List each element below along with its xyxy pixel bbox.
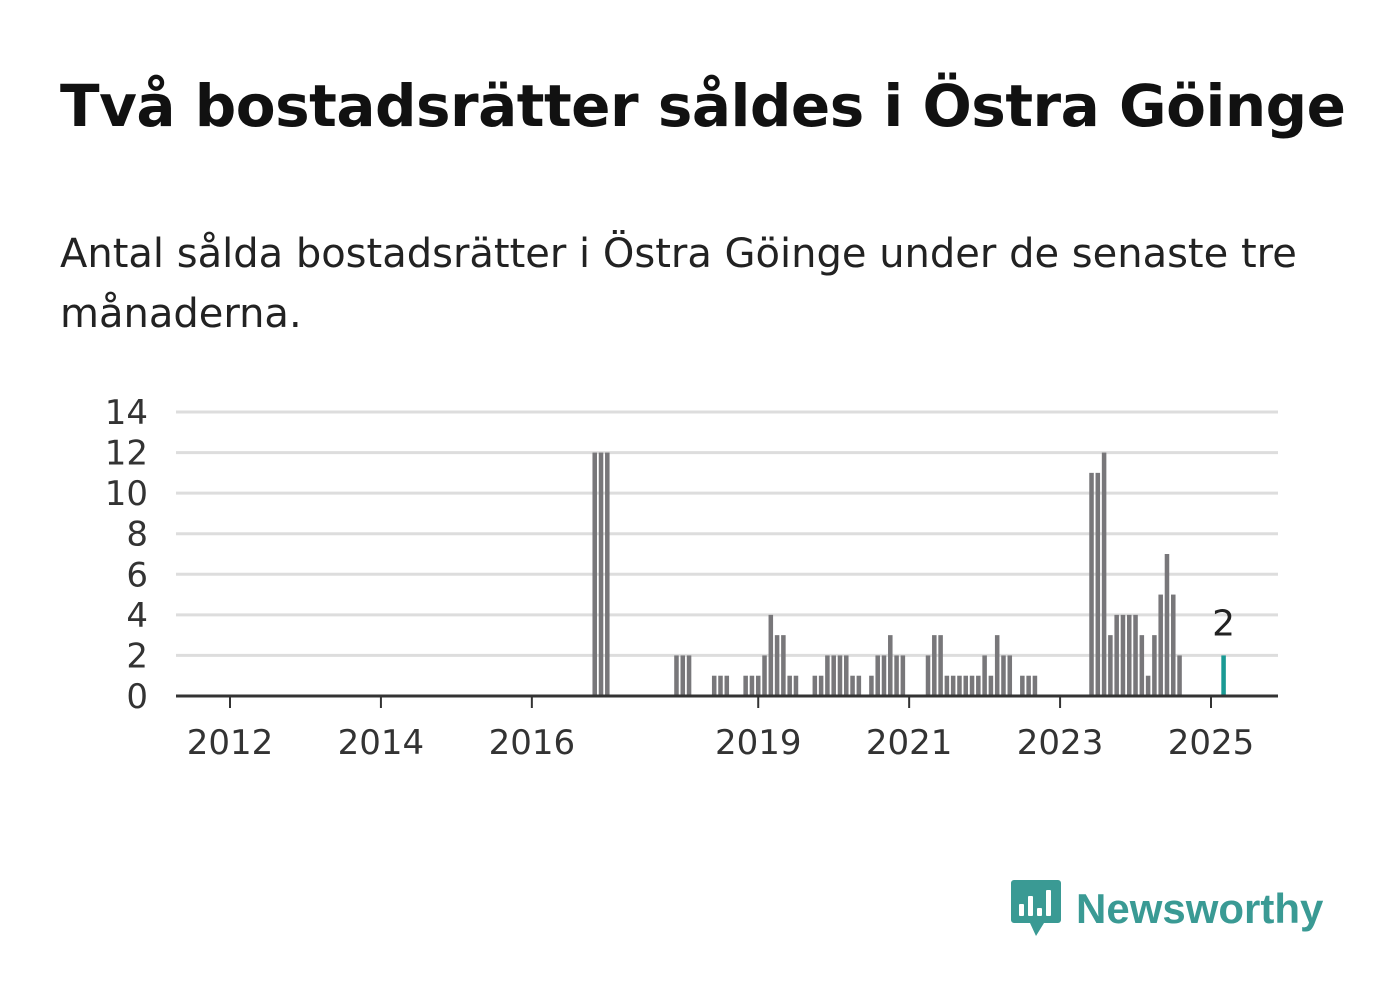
bar bbox=[831, 655, 836, 696]
bar bbox=[1001, 655, 1006, 696]
bar bbox=[743, 675, 748, 696]
bar bbox=[1171, 594, 1176, 696]
bar bbox=[762, 655, 767, 696]
x-axis-ticks: 2012 2014 2016 2019 2021 2023 2025 bbox=[187, 696, 1255, 763]
x-tick-label: 2014 bbox=[338, 723, 425, 763]
y-tick-label: 12 bbox=[105, 434, 148, 474]
y-tick-label: 6 bbox=[126, 555, 148, 595]
bar bbox=[793, 675, 799, 696]
bar bbox=[894, 655, 899, 696]
bar bbox=[605, 452, 610, 696]
x-tick-label: 2021 bbox=[866, 723, 953, 763]
bar bbox=[1114, 614, 1119, 696]
y-tick-label: 2 bbox=[126, 636, 148, 676]
bar bbox=[1139, 635, 1145, 696]
bar bbox=[1177, 655, 1182, 696]
bar bbox=[938, 635, 943, 696]
bar bbox=[718, 675, 723, 696]
bar bbox=[944, 675, 950, 696]
bar bbox=[881, 655, 887, 696]
y-tick-label: 14 bbox=[105, 393, 148, 433]
bar bbox=[749, 675, 755, 696]
newsworthy-logo: Newsworthy bbox=[1010, 878, 1323, 940]
bar bbox=[774, 635, 780, 696]
y-tick-label: 0 bbox=[126, 677, 148, 717]
bar bbox=[1126, 614, 1132, 696]
bar bbox=[963, 675, 969, 696]
bar bbox=[925, 655, 931, 696]
y-tick-label: 4 bbox=[126, 596, 148, 636]
bar bbox=[1152, 635, 1157, 696]
bar bbox=[592, 452, 597, 696]
x-tick-label: 2019 bbox=[715, 723, 802, 763]
bars bbox=[592, 452, 1226, 696]
bar bbox=[1032, 675, 1038, 696]
bar bbox=[755, 675, 761, 696]
bar bbox=[994, 635, 1000, 696]
bar bbox=[950, 675, 956, 696]
bar bbox=[680, 655, 686, 696]
bar bbox=[982, 655, 987, 696]
bar bbox=[1089, 472, 1094, 696]
x-tick-label: 2023 bbox=[1017, 723, 1104, 763]
bar bbox=[787, 675, 792, 696]
bar bbox=[1120, 614, 1126, 696]
y-tick-label: 10 bbox=[105, 474, 148, 514]
bar bbox=[781, 635, 786, 696]
x-tick-label: 2025 bbox=[1168, 723, 1255, 763]
bar bbox=[1007, 655, 1013, 696]
chart-title: Två bostadsrätter såldes i Östra Göinge bbox=[60, 72, 1346, 140]
bar bbox=[1145, 675, 1151, 696]
bar bbox=[724, 675, 730, 696]
bar bbox=[1164, 554, 1170, 696]
bar bbox=[869, 675, 874, 696]
bar bbox=[988, 675, 994, 696]
bar bbox=[1158, 594, 1163, 696]
bar bbox=[825, 655, 830, 696]
bar bbox=[1026, 675, 1031, 696]
bar bbox=[812, 675, 818, 696]
x-tick-label: 2012 bbox=[187, 723, 274, 763]
bar bbox=[976, 675, 981, 696]
bar bbox=[900, 655, 906, 696]
x-tick-label: 2016 bbox=[489, 723, 576, 763]
chart-subtitle: Antal sålda bostadsrätter i Östra Göinge… bbox=[60, 231, 1297, 337]
bar bbox=[711, 675, 717, 696]
bar bbox=[957, 675, 962, 696]
annotations: 2 bbox=[1212, 603, 1235, 644]
bar bbox=[1101, 452, 1107, 696]
bar bbox=[888, 635, 893, 696]
bar bbox=[1095, 472, 1101, 696]
bar bbox=[1108, 635, 1113, 696]
gridlines bbox=[176, 410, 1278, 657]
y-tick-label: 8 bbox=[126, 515, 148, 555]
highlight-label: 2 bbox=[1212, 603, 1235, 644]
bar bbox=[686, 655, 692, 696]
newsworthy-logo-icon bbox=[1011, 880, 1061, 936]
bar bbox=[969, 675, 975, 696]
bar bbox=[818, 675, 824, 696]
bar bbox=[856, 675, 862, 696]
bar bbox=[674, 655, 679, 696]
bar bbox=[837, 655, 843, 696]
bar bbox=[850, 675, 855, 696]
bar bbox=[768, 614, 774, 696]
highlight-bar bbox=[1221, 655, 1226, 696]
logo-text: Newsworthy bbox=[1076, 885, 1324, 932]
bar bbox=[1020, 675, 1025, 696]
bar bbox=[1133, 614, 1138, 696]
bar bbox=[844, 655, 849, 696]
bar bbox=[875, 655, 880, 696]
bar bbox=[932, 635, 937, 696]
bar bbox=[598, 452, 604, 696]
